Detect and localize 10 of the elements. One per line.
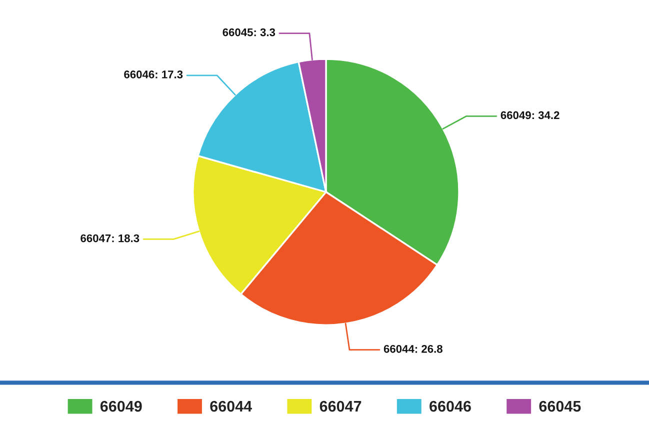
data-label: 66049: 34.2 [500,111,560,120]
legend-label: 66049 [100,400,142,412]
data-label: 66044: 26.8 [384,344,442,353]
legend-label: 66044 [210,400,252,412]
data-label: 66045: 3.3 [222,28,276,36]
data-label: 66047: 18.3 [80,234,140,242]
legend-label: 66045 [539,400,581,412]
data-label: 66046: 17.3 [124,70,183,78]
legend-label: 66047 [320,400,362,412]
legend-label: 66046 [430,400,471,412]
